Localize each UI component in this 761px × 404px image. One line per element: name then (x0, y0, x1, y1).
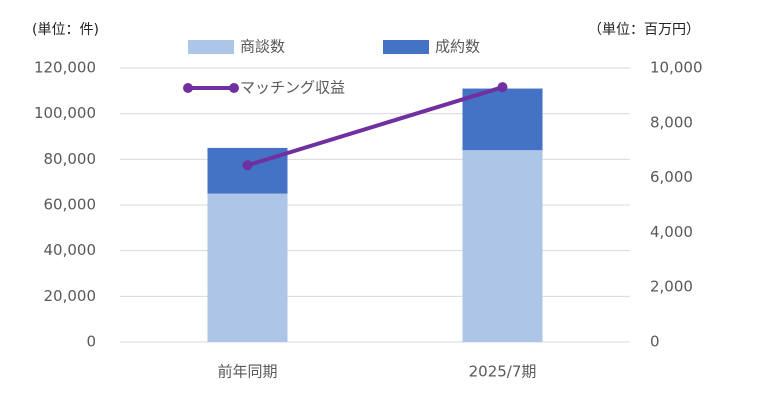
legend-swatch (188, 40, 234, 54)
line (246, 85, 504, 168)
y-tick-label: 120,000 (34, 59, 96, 77)
y-tick-label: 80,000 (44, 150, 97, 168)
y-tick-label: 0 (86, 333, 96, 351)
unit-left: (単位：件) (32, 22, 99, 38)
y-tick-label: 100,000 (34, 104, 96, 122)
legend-dot (229, 83, 239, 93)
legend-label: 成約数 (435, 38, 480, 56)
y2-tick-label: 6,000 (650, 168, 693, 186)
y2-tick-label: 4,000 (650, 223, 693, 241)
y2-tick-label: 2,000 (650, 278, 693, 296)
line-point (242, 160, 253, 171)
legend-swatch (383, 40, 429, 54)
y2-tick-label: 10,000 (650, 59, 703, 77)
y-tick-label: 60,000 (44, 196, 97, 214)
unit-right: （単位：百万円） (588, 22, 700, 38)
legend-dot (183, 83, 193, 93)
bar (462, 88, 543, 151)
x-tick-label: 前年同期 (217, 363, 277, 381)
y-tick-label: 40,000 (44, 241, 97, 259)
legend-label: 商談数 (240, 38, 285, 56)
line-point (497, 82, 508, 93)
y2-tick-label: 0 (650, 333, 660, 351)
x-tick-label: 2025/7期 (469, 363, 537, 381)
y2-tick-label: 8,000 (650, 113, 693, 131)
bar (462, 150, 543, 342)
y-tick-label: 20,000 (44, 287, 97, 305)
bar (207, 193, 288, 342)
legend-label: マッチング収益 (240, 79, 345, 97)
